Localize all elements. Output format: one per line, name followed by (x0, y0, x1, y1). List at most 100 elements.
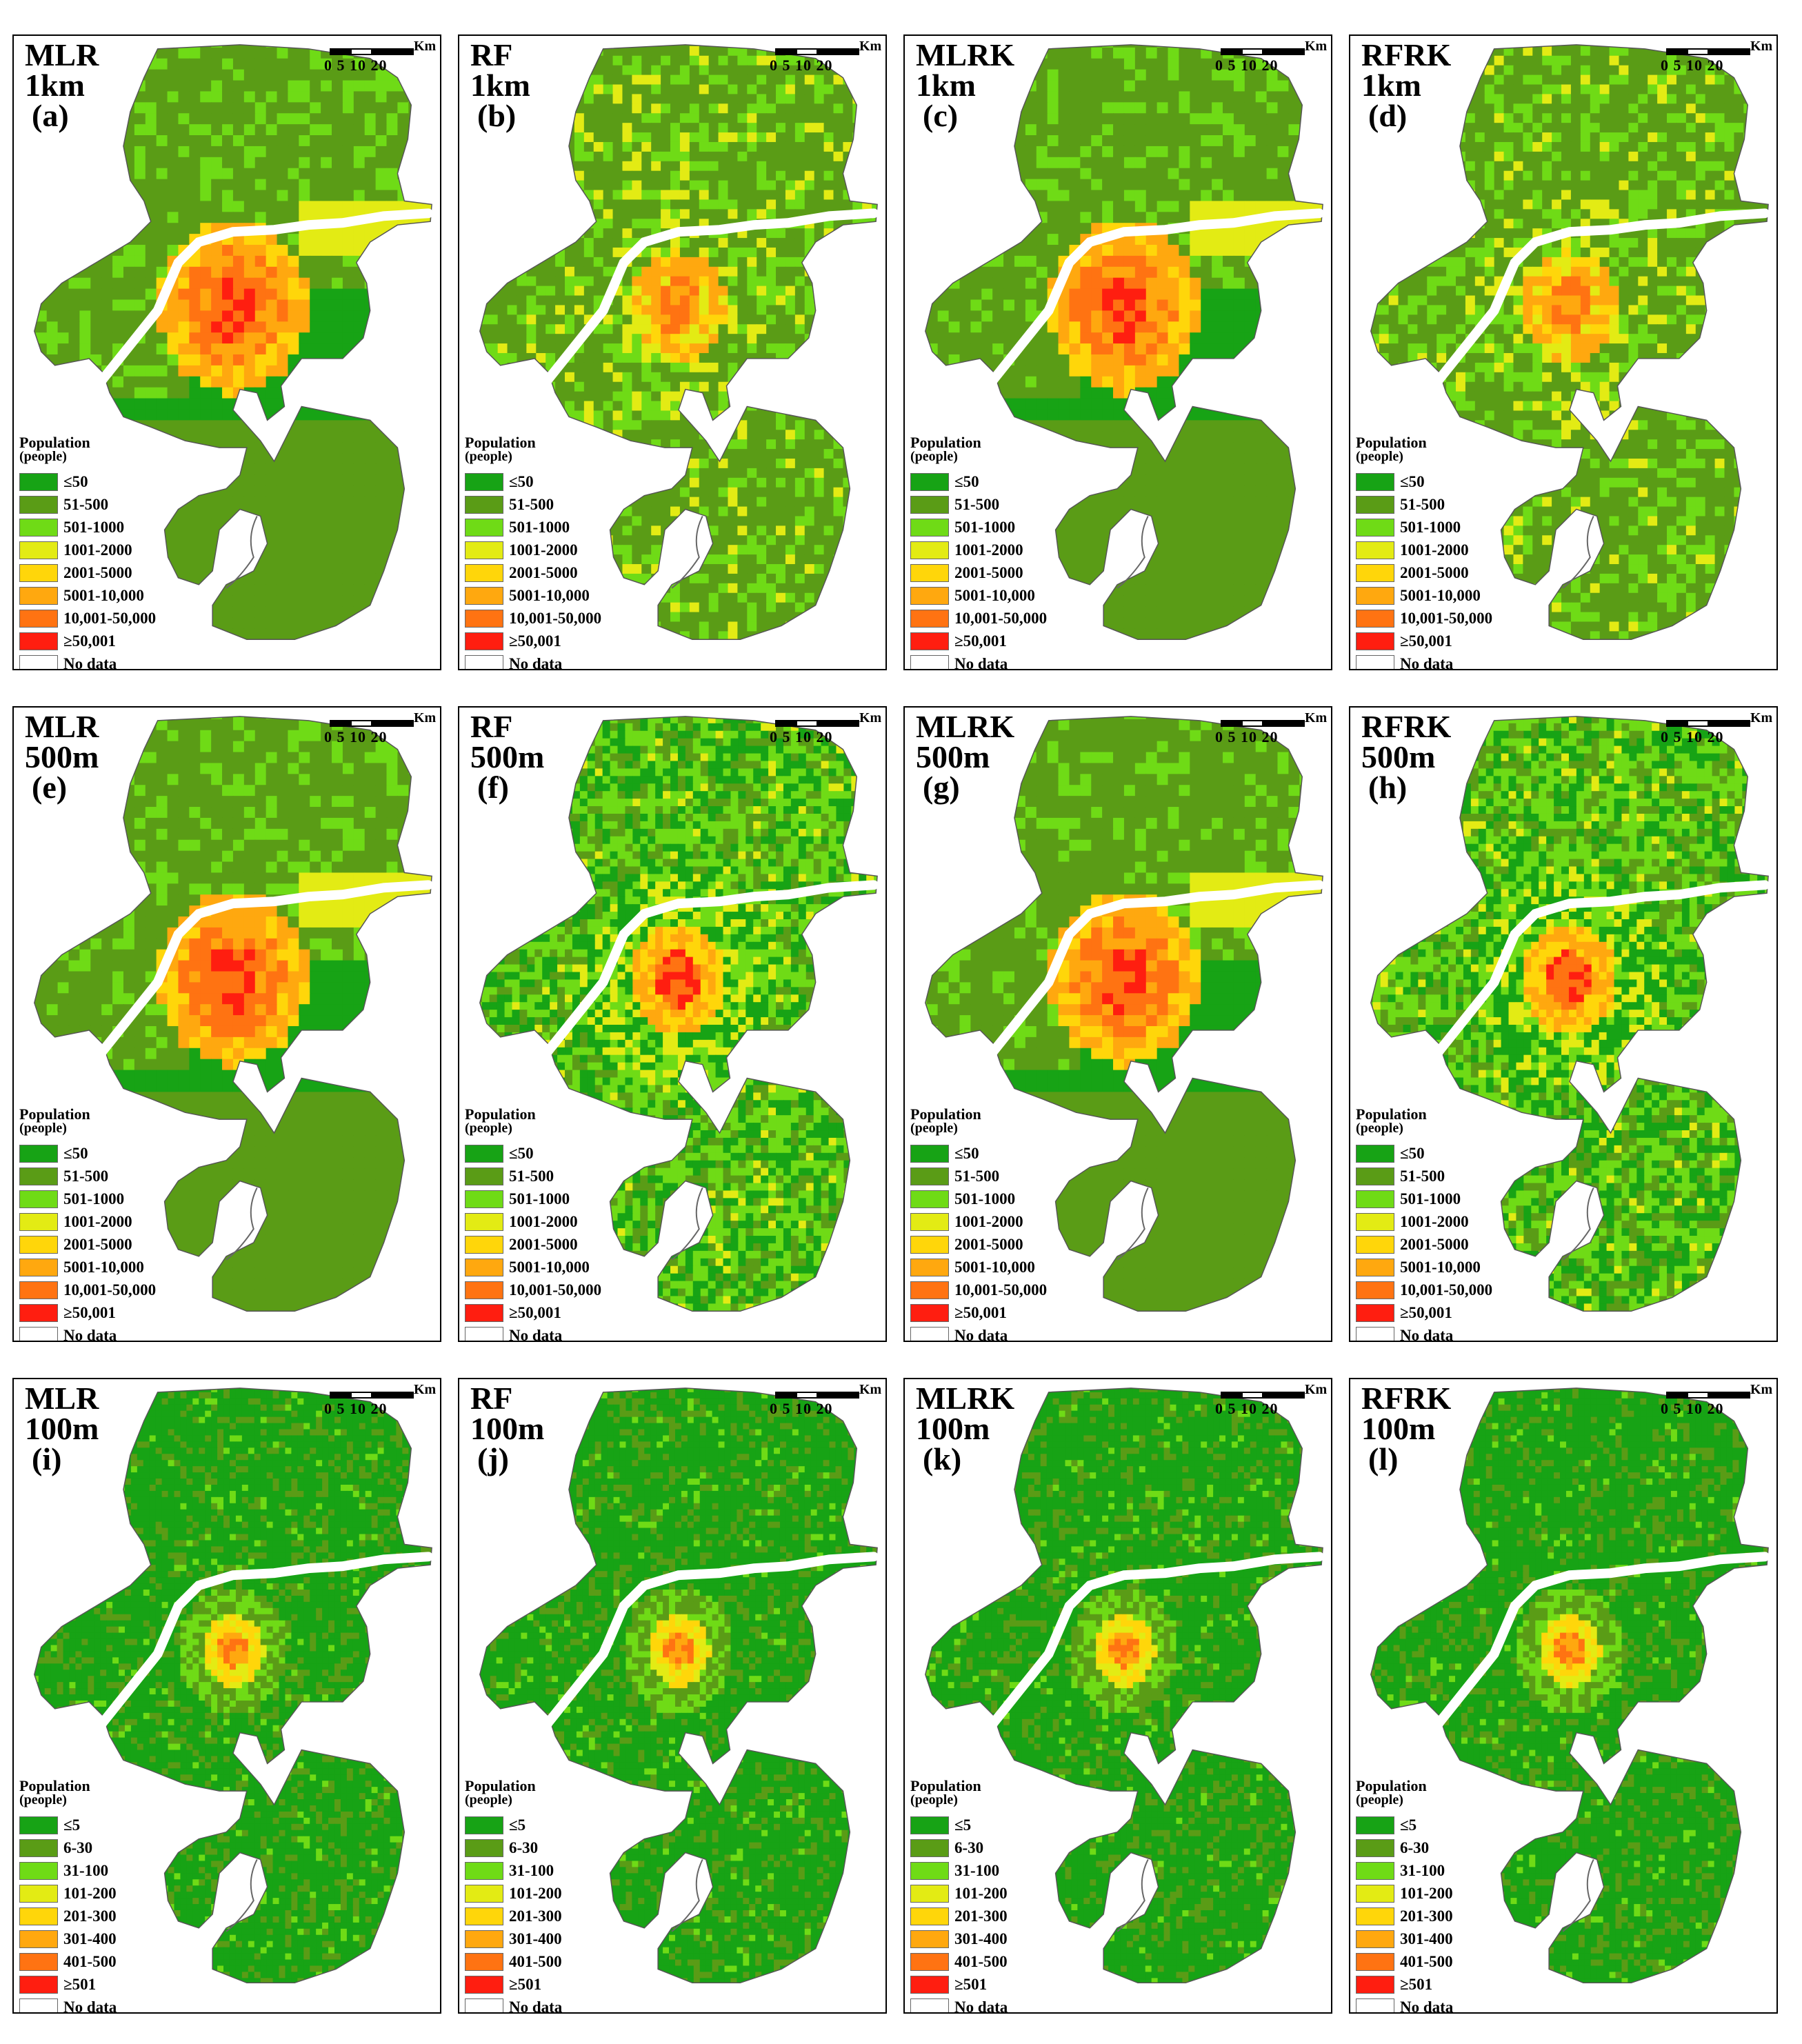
legend-item: 301-400 (19, 1927, 226, 1950)
legend-swatch (910, 1907, 949, 1925)
legend-subtitle: (people) (910, 450, 1117, 463)
scale-bar-graphic (330, 48, 414, 55)
scale-bar-graphic (330, 1392, 414, 1399)
legend-label: 31-100 (954, 1862, 999, 1880)
legend-label: No data (954, 655, 1008, 670)
legend-label: ≤50 (954, 473, 979, 491)
scale-bar: Km 0 5 10 20 (770, 710, 885, 752)
legend-item: No data (465, 1996, 672, 2012)
legend-item: 201-300 (465, 1905, 672, 1927)
legend-swatch (465, 1952, 503, 1971)
legend-title: Population (910, 1779, 1117, 1794)
legend-swatch (465, 541, 503, 559)
yangtze-river (519, 208, 879, 422)
legend-item: No data (1356, 1324, 1563, 1341)
legend-item: 201-300 (910, 1905, 1117, 1927)
legend: Population (people) ≤5 6-30 31-100 101-200 201… (910, 1779, 1117, 2012)
legend-label: No data (1400, 655, 1453, 670)
legend-label: 2001-5000 (1400, 1236, 1469, 1254)
legend-item: ≥501 (1356, 1973, 1563, 1996)
legend-label: ≤50 (63, 473, 88, 491)
tributary-river (226, 1859, 258, 1932)
method-label: MLRK (916, 1383, 1014, 1414)
legend-swatch (1356, 1975, 1394, 1994)
legend-label: 6-30 (63, 1839, 92, 1857)
scale-bar: Km 0 5 10 20 (1661, 39, 1776, 80)
legend-label: 10,001-50,000 (954, 1281, 1047, 1299)
legend-title: Population (1356, 1779, 1563, 1794)
legend-label: 201-300 (63, 1907, 117, 1925)
map-panel-l: RFRK 100m (l) Km 0 5 10 20 Population (people)… (1349, 1378, 1778, 2014)
legend-item: 5001-10,000 (19, 1256, 226, 1279)
legend-swatch (465, 586, 503, 605)
method-label: RFRK (1361, 39, 1451, 71)
legend-item: ≤50 (19, 1142, 226, 1165)
legend-item: No data (19, 652, 226, 669)
yangtze-river (1410, 1552, 1770, 1765)
legend-label: No data (509, 655, 562, 670)
legend-label: ≤50 (509, 473, 534, 491)
legend-item: 2001-5000 (1356, 561, 1563, 584)
legend-swatch (910, 1838, 949, 1857)
legend-swatch (465, 1281, 503, 1299)
legend-item: 6-30 (19, 1836, 226, 1859)
legend-label: 5001-10,000 (954, 587, 1035, 605)
legend-label: ≥501 (509, 1976, 541, 1994)
legend-item: ≤50 (910, 470, 1117, 493)
yangtze-river (74, 1552, 434, 1765)
legend-item: No data (465, 1324, 672, 1341)
tributary-river (1117, 1188, 1149, 1261)
legend-swatch (465, 1861, 503, 1880)
legend-label: 1001-2000 (63, 541, 132, 559)
scale-bar-graphic (1666, 48, 1750, 55)
population-map (479, 44, 879, 641)
panel-title: MLRK 1km (c) (916, 39, 1014, 132)
region-boundary (479, 716, 878, 1312)
legend: Population (people) ≤50 51-500 501-1000 1001-… (19, 435, 226, 669)
legend-swatch (465, 1816, 503, 1834)
legend-item: No data (19, 1324, 226, 1341)
legend-item: 2001-5000 (910, 1233, 1117, 1256)
legend-item: ≥50,001 (910, 630, 1117, 652)
tributary-river (1117, 1859, 1149, 1932)
legend-swatch (910, 495, 949, 514)
legend-swatch (19, 518, 58, 537)
legend-swatch (19, 1975, 58, 1994)
panel-letter: (h) (1361, 772, 1451, 803)
legend-swatch (19, 1861, 58, 1880)
legend-label: 10,001-50,000 (1400, 1281, 1492, 1299)
legend-label: 5001-10,000 (1400, 587, 1481, 605)
panel-letter: (a) (25, 100, 99, 132)
legend-item: ≥501 (465, 1973, 672, 1996)
legend-label: 5001-10,000 (954, 1259, 1035, 1276)
legend-swatch (465, 1884, 503, 1903)
panel-title: MLRK 100m (k) (916, 1383, 1014, 1475)
scale-bar-graphic (330, 720, 414, 727)
legend-swatch (1356, 1281, 1394, 1299)
legend-item: 5001-10,000 (19, 584, 226, 607)
map-panel-k: MLRK 100m (k) Km 0 5 10 20 Population (people)… (903, 1378, 1332, 2014)
legend-label: 401-500 (1400, 1953, 1453, 1971)
legend-label: 401-500 (509, 1953, 562, 1971)
legend-label: 501-1000 (509, 1190, 570, 1208)
legend-label: 31-100 (509, 1862, 554, 1880)
legend-item: No data (465, 652, 672, 670)
region-boundary (34, 44, 432, 641)
legend-label: 201-300 (1400, 1907, 1453, 1925)
legend-label: 101-200 (509, 1885, 562, 1903)
legend-label: 2001-5000 (954, 564, 1023, 582)
legend-swatch (910, 1258, 949, 1276)
tributary-river (1117, 516, 1149, 589)
legend-swatch (910, 1816, 949, 1834)
legend-swatch (910, 586, 949, 605)
legend-swatch (1356, 1144, 1394, 1163)
legend-item: 201-300 (1356, 1905, 1563, 1927)
legend-label: 501-1000 (63, 519, 124, 537)
legend-label: 5001-10,000 (63, 587, 144, 605)
legend-label: ≥50,001 (954, 632, 1007, 650)
legend: Population (people) ≤5 6-30 31-100 101-200 201… (1356, 1779, 1563, 2012)
legend-label: No data (954, 1327, 1008, 1341)
legend-label: 401-500 (63, 1953, 117, 1971)
legend-item: 10,001-50,000 (19, 607, 226, 630)
legend-item: 2001-5000 (19, 1233, 226, 1256)
